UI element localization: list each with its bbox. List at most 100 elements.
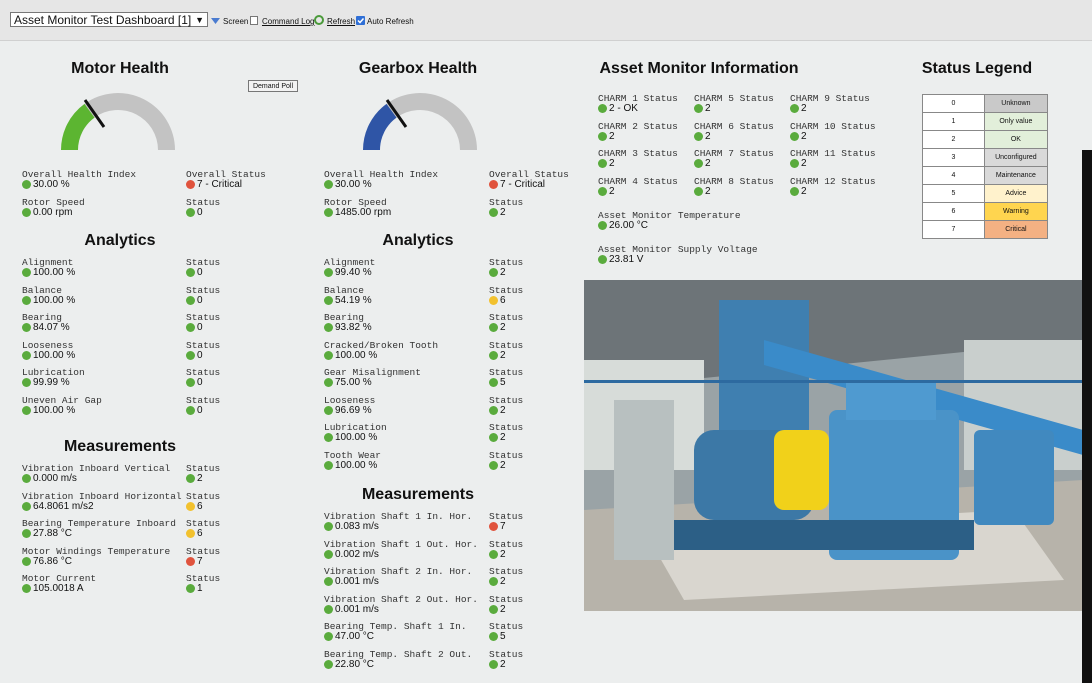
asset-photo	[584, 280, 1083, 611]
status-value: 1	[186, 583, 203, 594]
legend-label: Only value	[984, 113, 1047, 131]
field-value: 2	[694, 103, 711, 114]
dashboard: Asset Monitor Test Dashboard [1]▼ Screen…	[0, 0, 1092, 683]
legend-label: Warning	[984, 203, 1047, 221]
screen-edge	[1082, 150, 1092, 683]
field-value: 2	[694, 131, 711, 142]
field-value: 0.001 m/s	[324, 604, 379, 615]
status-value: 0	[186, 207, 203, 218]
field-value: 0.083 m/s	[324, 521, 379, 532]
legend-label: Critical	[984, 221, 1047, 239]
status-value: 7 - Critical	[186, 179, 242, 190]
field-value: 0.00 rpm	[22, 207, 72, 218]
field-value: 26.00 °C	[598, 220, 648, 231]
status-value: 6	[186, 528, 203, 539]
status-legend-table: 0Unknown1Only value2OK3Unconfigured4Main…	[922, 94, 1048, 239]
status-value: 2	[489, 659, 506, 670]
field-value: 76.86 °C	[22, 556, 72, 567]
field-value: 0.001 m/s	[324, 576, 379, 587]
field-value: 2 - OK	[598, 103, 638, 114]
field-value: 96.69 %	[324, 405, 372, 416]
field-value: 30.00 %	[324, 179, 372, 190]
motor-gauge	[61, 93, 175, 150]
field-value: 2	[694, 158, 711, 169]
legend-row: 5Advice	[923, 185, 1048, 203]
field-value: 22.80 °C	[324, 659, 374, 670]
field-value: 0.000 m/s	[22, 473, 77, 484]
field-value: 2	[598, 131, 615, 142]
legend-label: Advice	[984, 185, 1047, 203]
field-value: 2	[790, 103, 807, 114]
status-value: 6	[489, 295, 506, 306]
status-value: 2	[489, 267, 506, 278]
gearbox-gauge	[363, 93, 477, 150]
field-value: 100.00 %	[22, 267, 75, 278]
field-value: 99.99 %	[22, 377, 70, 388]
legend-label: OK	[984, 131, 1047, 149]
status-value: 5	[489, 631, 506, 642]
status-value: 7 - Critical	[489, 179, 545, 190]
section-title: Analytics	[84, 232, 155, 250]
status-value: 7	[489, 521, 506, 532]
field-value: 0.002 m/s	[324, 549, 379, 560]
section-title: Measurements	[64, 438, 176, 456]
field-value: 93.82 %	[324, 322, 372, 333]
status-value: 0	[186, 295, 203, 306]
field-value: 64.8061 m/s2	[22, 501, 94, 512]
field-value: 2	[790, 158, 807, 169]
legend-code: 3	[923, 149, 985, 167]
status-value: 6	[186, 501, 203, 512]
status-value: 0	[186, 405, 203, 416]
field-value: 2	[790, 131, 807, 142]
section-title: Motor Health	[71, 60, 169, 78]
status-value: 2	[186, 473, 203, 484]
status-value: 0	[186, 350, 203, 361]
field-value: 105.0018 A	[22, 583, 84, 594]
status-value: 2	[489, 207, 506, 218]
field-value: 27.88 °C	[22, 528, 72, 539]
status-value: 2	[489, 322, 506, 333]
field-value: 47.00 °C	[324, 631, 374, 642]
legend-label: Maintenance	[984, 167, 1047, 185]
field-value: 30.00 %	[22, 179, 70, 190]
field-value: 100.00 %	[324, 350, 377, 361]
legend-code: 0	[923, 95, 985, 113]
status-value: 0	[186, 322, 203, 333]
legend-code: 5	[923, 185, 985, 203]
status-value: 2	[489, 604, 506, 615]
status-value: 2	[489, 350, 506, 361]
section-title: Measurements	[362, 486, 474, 504]
field-value: 54.19 %	[324, 295, 372, 306]
legend-code: 1	[923, 113, 985, 131]
legend-label: Unconfigured	[984, 149, 1047, 167]
section-title: Status Legend	[922, 60, 1032, 78]
section-title: Gearbox Health	[359, 60, 477, 78]
status-value: 2	[489, 405, 506, 416]
legend-code: 6	[923, 203, 985, 221]
section-title: Analytics	[382, 232, 453, 250]
legend-row: 6Warning	[923, 203, 1048, 221]
page: Asset Monitor Test Dashboard [1]▼ Screen…	[0, 0, 1092, 683]
status-value: 5	[489, 377, 506, 388]
field-value: 84.07 %	[22, 322, 70, 333]
field-value: 1485.00 rpm	[324, 207, 391, 218]
legend-code: 4	[923, 167, 985, 185]
legend-label: Unknown	[984, 95, 1047, 113]
field-value: 23.81 V	[598, 254, 643, 265]
field-value: 2	[790, 186, 807, 197]
status-value: 2	[489, 432, 506, 443]
field-value: 99.40 %	[324, 267, 372, 278]
status-value: 2	[489, 549, 506, 560]
field-value: 2	[598, 186, 615, 197]
status-value: 0	[186, 377, 203, 388]
legend-row: 2OK	[923, 131, 1048, 149]
legend-code: 7	[923, 221, 985, 239]
demand-poll-button[interactable]: Demand Poll	[248, 80, 298, 92]
field-value: 100.00 %	[22, 405, 75, 416]
field-value: 100.00 %	[324, 432, 377, 443]
